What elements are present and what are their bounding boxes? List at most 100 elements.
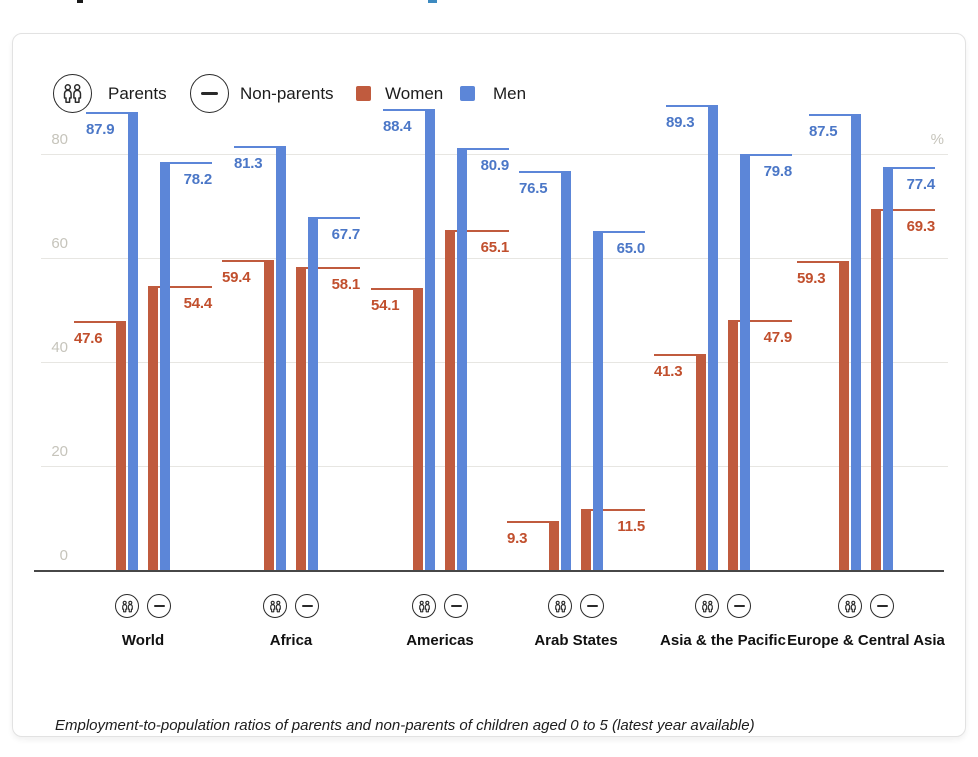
- gridline-20: [41, 466, 948, 467]
- y-tick-20: 20: [51, 443, 68, 460]
- cap-europe-central-asia-non-parents-men: [883, 166, 935, 169]
- bar-europe-central-asia-parents-men[interactable]: [851, 115, 861, 570]
- group-non-parents-icon-americas: [444, 594, 468, 618]
- minus-icon: [301, 604, 313, 608]
- group-label-americas: Americas: [406, 632, 474, 649]
- value-label-europe-central-asia-non-parents-men: 77.4: [906, 175, 936, 193]
- cap-arab-states-parents-women: [507, 520, 559, 523]
- bar-europe-central-asia-non-parents-men[interactable]: [883, 167, 893, 570]
- cap-africa-parents-men: [234, 146, 286, 149]
- value-label-arab-states-parents-men: 76.5: [519, 180, 548, 198]
- cap-americas-parents-men: [383, 109, 435, 112]
- value-label-world-non-parents-men: 78.2: [183, 171, 213, 189]
- bar-asia-the-pacific-parents-women[interactable]: [696, 355, 706, 570]
- bar-world-non-parents-men[interactable]: [160, 163, 170, 570]
- bar-world-non-parents-women[interactable]: [148, 287, 158, 570]
- value-label-asia-the-pacific-non-parents-men: 79.8: [763, 163, 793, 181]
- bar-arab-states-parents-men[interactable]: [561, 172, 571, 570]
- group-parents-icon-arab-states: [548, 594, 572, 618]
- bar-africa-non-parents-men[interactable]: [308, 217, 318, 570]
- bar-europe-central-asia-non-parents-women[interactable]: [871, 209, 881, 570]
- legend-men-label: Men: [493, 84, 527, 103]
- value-label-africa-parents-men: 81.3: [234, 155, 263, 173]
- legend-non-parents-label: Non-parents: [240, 84, 334, 103]
- y-tick-0: 0: [59, 547, 68, 564]
- cap-africa-non-parents-men: [308, 216, 360, 219]
- gridline-60: [41, 258, 948, 259]
- women-color-swatch: [356, 86, 371, 101]
- value-label-world-parents-men: 87.9: [86, 120, 115, 138]
- group-non-parents-icon-europe-central-asia: [870, 594, 894, 618]
- bar-arab-states-parents-women[interactable]: [549, 521, 559, 570]
- value-label-europe-central-asia-parents-women: 59.3: [797, 269, 826, 287]
- group-label-world: World: [121, 632, 165, 649]
- cap-americas-non-parents-women: [445, 230, 509, 233]
- bar-world-parents-women[interactable]: [116, 322, 126, 570]
- cap-europe-central-asia-non-parents-women: [871, 208, 935, 211]
- group-label-europe-central-asia: Europe & Central Asia: [787, 632, 945, 649]
- bar-americas-parents-men[interactable]: [425, 110, 435, 570]
- bar-arab-states-non-parents-men[interactable]: [593, 232, 603, 570]
- cap-asia-the-pacific-parents-women: [654, 354, 706, 357]
- cap-arab-states-non-parents-women: [581, 509, 645, 512]
- y-tick-80: 80: [51, 131, 68, 148]
- y-tick-40: 40: [51, 339, 68, 356]
- bar-africa-parents-women[interactable]: [264, 261, 274, 570]
- value-label-europe-central-asia-parents-men: 87.5: [809, 123, 838, 140]
- cap-asia-the-pacific-non-parents-men: [740, 154, 792, 157]
- bar-africa-parents-men[interactable]: [276, 147, 286, 570]
- bar-asia-the-pacific-parents-men[interactable]: [708, 105, 718, 570]
- bar-americas-non-parents-women[interactable]: [445, 231, 455, 570]
- group-label-arab-states: Arab States: [534, 632, 618, 649]
- bar-africa-non-parents-women[interactable]: [296, 267, 306, 570]
- value-label-americas-non-parents-women: 65.1: [480, 239, 510, 257]
- cap-world-non-parents-women: [148, 286, 212, 289]
- value-label-africa-non-parents-women: 58.1: [331, 275, 361, 293]
- cap-africa-parents-women: [222, 260, 274, 263]
- cap-world-parents-men: [86, 111, 138, 114]
- x-axis-line: [34, 570, 944, 572]
- value-label-asia-the-pacific-non-parents-women: 47.9: [763, 328, 793, 346]
- group-parents-icon-asia-the-pacific: [695, 594, 719, 618]
- value-label-africa-non-parents-men: 67.7: [331, 225, 361, 243]
- bar-asia-the-pacific-non-parents-women[interactable]: [728, 320, 738, 570]
- bar-world-parents-men[interactable]: [128, 112, 138, 570]
- cap-africa-non-parents-women: [296, 266, 360, 269]
- cropped-link-fragment: [428, 0, 437, 3]
- group-parents-icon-africa: [263, 594, 287, 618]
- y-axis-unit-label: %: [930, 131, 944, 148]
- y-tick-60: 60: [51, 235, 68, 252]
- minus-icon: [733, 604, 745, 608]
- group-parents-icon-europe-central-asia: [838, 594, 862, 618]
- value-label-americas-parents-women: 54.1: [371, 296, 400, 314]
- cap-europe-central-asia-parents-women: [797, 260, 849, 263]
- men-color-swatch: [460, 86, 475, 101]
- minus-icon: [586, 604, 598, 608]
- minus-icon: [201, 92, 218, 95]
- gridline-80: [41, 154, 948, 155]
- minus-icon: [450, 604, 462, 608]
- bar-americas-parents-women[interactable]: [413, 288, 423, 570]
- chart-card: Parents Non-parents Women Men 0 20 40 60 80%…: [12, 33, 966, 737]
- bar-europe-central-asia-parents-women[interactable]: [839, 261, 849, 570]
- group-label-africa: Africa: [269, 632, 313, 649]
- value-label-arab-states-parents-women: 9.3: [507, 529, 528, 547]
- value-label-arab-states-non-parents-women: 11.5: [617, 518, 645, 536]
- value-label-asia-the-pacific-parents-women: 41.3: [654, 363, 683, 381]
- value-label-world-non-parents-women: 54.4: [183, 295, 213, 313]
- minus-icon: [153, 604, 165, 608]
- non-parents-icon: [190, 74, 229, 113]
- cap-americas-non-parents-men: [457, 148, 509, 151]
- bar-asia-the-pacific-non-parents-men[interactable]: [740, 155, 750, 570]
- group-parents-icon-world: [115, 594, 139, 618]
- cap-world-non-parents-men: [160, 162, 212, 165]
- bar-americas-non-parents-men[interactable]: [457, 149, 467, 570]
- gridline-40: [41, 362, 948, 363]
- group-parents-icon-americas: [412, 594, 436, 618]
- cap-asia-the-pacific-non-parents-women: [728, 319, 792, 322]
- bar-arab-states-non-parents-women[interactable]: [581, 510, 591, 570]
- group-non-parents-icon-arab-states: [580, 594, 604, 618]
- group-non-parents-icon-africa: [295, 594, 319, 618]
